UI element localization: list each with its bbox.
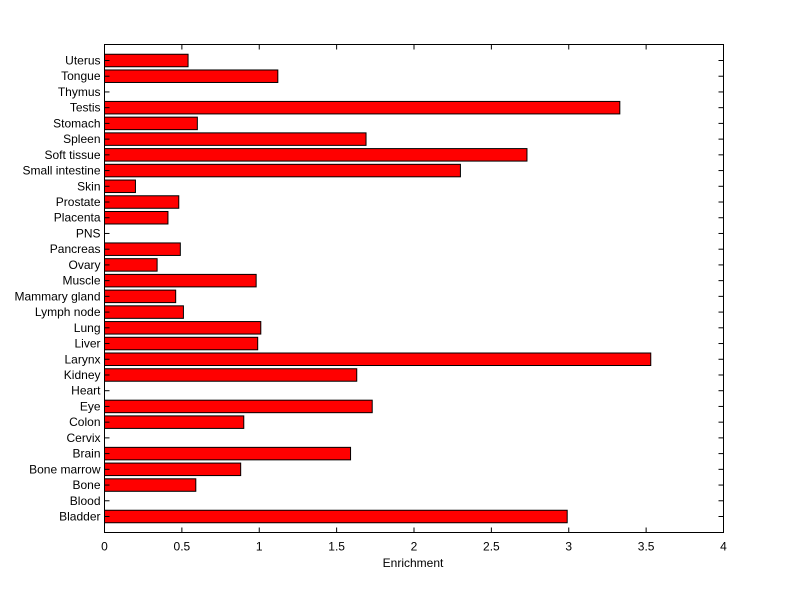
y-tick-label-pns: PNS [76, 226, 101, 240]
bar-tongue [104, 69, 279, 83]
bar-lung [104, 321, 262, 335]
y-tick-label-small-intestine: Small intestine [22, 164, 100, 178]
y-tick-label-soft-tissue: Soft tissue [44, 148, 100, 162]
plot-frame [104, 44, 724, 533]
y-tick-label-stomach: Stomach [53, 116, 100, 130]
y-tick-label-mammary-gland: Mammary gland [14, 289, 100, 303]
y-tick-label-thymus: Thymus [58, 85, 101, 99]
bar-spleen [104, 132, 367, 146]
bar-placenta [104, 210, 169, 225]
y-tick-label-placenta: Placenta [54, 211, 101, 225]
x-axis-label: Enrichment [383, 556, 444, 570]
bar-lymph-node [104, 305, 184, 319]
y-tick-label-blood: Blood [70, 494, 101, 508]
bar-bone-marrow [104, 462, 242, 477]
x-tick-label-0: 0 [101, 540, 108, 554]
y-tick-label-liver: Liver [74, 337, 100, 351]
bar-small-intestine [104, 163, 461, 178]
y-tick-label-bone-marrow: Bone marrow [29, 462, 101, 476]
y-tick-label-prostate: Prostate [56, 195, 101, 209]
y-tick-label-tongue: Tongue [61, 69, 101, 83]
x-tick-label-7: 3.5 [638, 540, 655, 554]
bar-mammary-gland [104, 289, 177, 304]
y-tick-label-kidney: Kidney [64, 368, 101, 382]
bar-pancreas [104, 242, 181, 256]
y-tick-label-muscle: Muscle [62, 274, 100, 288]
x-tick-label-5: 2.5 [483, 540, 500, 554]
bar-ovary [104, 258, 158, 272]
bar-colon [104, 415, 245, 429]
y-tick-label-uterus: Uterus [65, 54, 100, 68]
y-tick-label-brain: Brain [72, 447, 100, 461]
y-tick-label-heart: Heart [71, 384, 101, 398]
bar-liver [104, 336, 259, 351]
bar-bone [104, 478, 197, 492]
x-tick-label-3: 1.5 [328, 540, 345, 554]
bar-kidney [104, 368, 358, 382]
y-tick-label-pancreas: Pancreas [50, 242, 101, 256]
bar-eye [104, 399, 373, 414]
x-tick-label-8: 4 [720, 540, 727, 554]
y-tick-label-lymph-node: Lymph node [35, 305, 101, 319]
x-tick-label-4: 2 [411, 540, 418, 554]
x-tick-label-1: 0.5 [174, 540, 191, 554]
bar-uterus [104, 53, 189, 68]
y-tick-label-bone: Bone [72, 478, 100, 492]
bar-testis [104, 100, 621, 115]
bar-stomach [104, 116, 198, 131]
bar-prostate [104, 195, 180, 209]
bar-bladder [104, 509, 568, 524]
y-tick-label-spleen: Spleen [63, 132, 100, 146]
y-tick-label-bladder: Bladder [59, 510, 100, 524]
bar-brain [104, 446, 352, 461]
bar-muscle [104, 273, 257, 288]
y-tick-label-colon: Colon [69, 415, 100, 429]
x-tick-label-2: 1 [256, 540, 263, 554]
bar-soft-tissue [104, 148, 528, 162]
y-tick-label-lung: Lung [74, 321, 101, 335]
bar-larynx [104, 352, 652, 367]
y-tick-label-ovary: Ovary [68, 258, 100, 272]
y-tick-label-eye: Eye [80, 399, 101, 413]
y-tick-label-larynx: Larynx [64, 352, 100, 366]
x-tick-label-6: 3 [565, 540, 572, 554]
y-tick-label-cervix: Cervix [66, 431, 100, 445]
y-tick-label-testis: Testis [70, 101, 101, 115]
y-tick-label-skin: Skin [77, 179, 100, 193]
bars-group [104, 53, 652, 524]
